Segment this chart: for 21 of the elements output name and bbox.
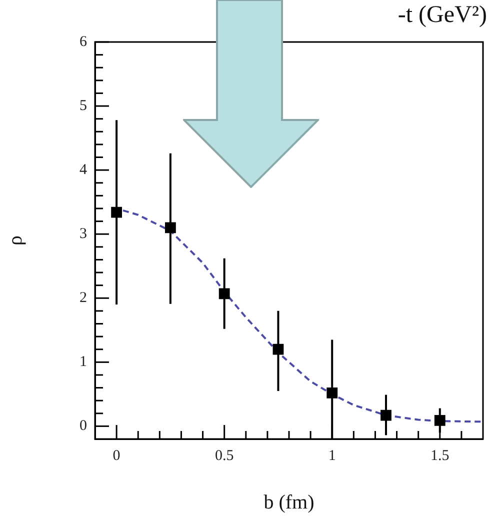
- point: [380, 410, 392, 421]
- point: [111, 206, 122, 218]
- x-axis-title: b (fm): [264, 491, 314, 514]
- point: [218, 288, 230, 300]
- point: [326, 387, 338, 398]
- x-tick-label: 1: [328, 448, 336, 464]
- x-tick-label: 1.5: [430, 448, 450, 464]
- text: -t (GeV²): [398, 2, 487, 29]
- y-tick-label: 2: [80, 290, 87, 306]
- point: [272, 344, 284, 355]
- y-axis-title: ρ: [4, 235, 26, 246]
- y-tick-label: 3: [80, 226, 87, 242]
- x-tick-label: 0.5: [214, 448, 234, 464]
- point: [434, 414, 446, 426]
- point: [164, 222, 176, 234]
- y-tick-label: 4: [80, 162, 88, 178]
- y-tick-label: 5: [80, 98, 87, 114]
- x-tick-label: 0: [112, 448, 120, 464]
- y-tick-label: 1: [80, 354, 87, 370]
- y-tick-label: 6: [80, 34, 88, 50]
- y-tick-label: 0: [80, 418, 87, 434]
